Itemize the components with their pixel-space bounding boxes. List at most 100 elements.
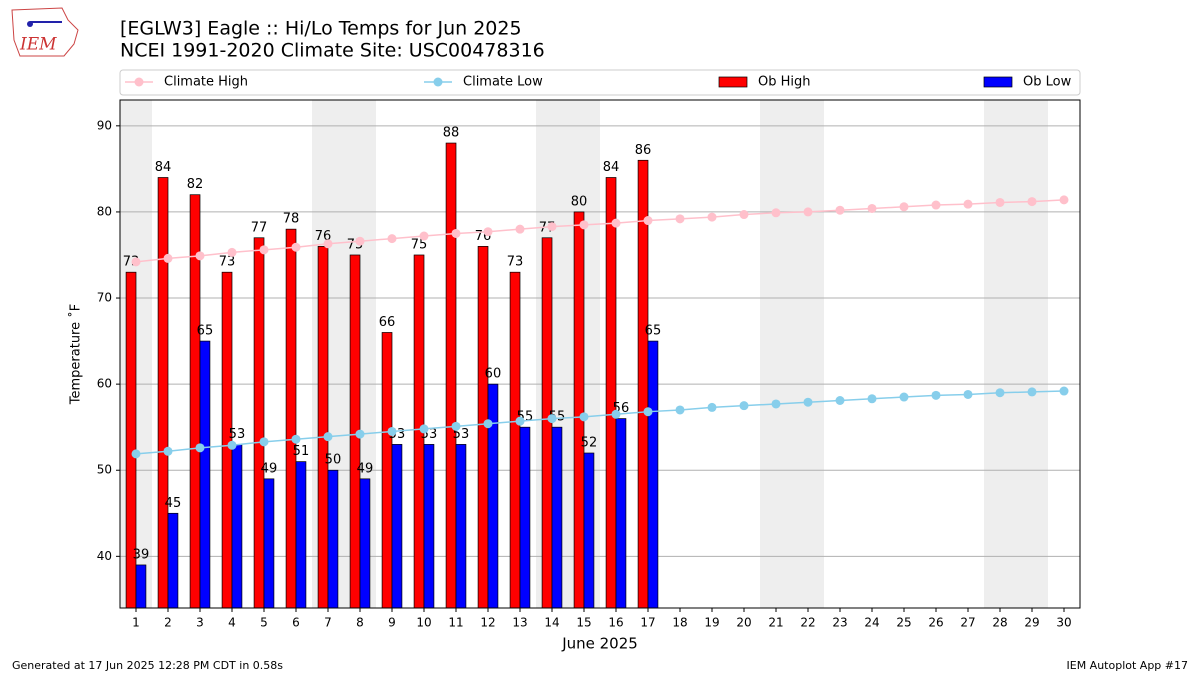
y-tick-label: 80 <box>97 204 112 218</box>
x-axis-label: June 2025 <box>561 635 638 653</box>
bar-value-label: 65 <box>645 324 662 339</box>
climate-point <box>355 236 365 246</box>
legend-label: Ob High <box>758 75 811 90</box>
bar-value-label: 86 <box>635 143 652 158</box>
bar <box>509 271 521 609</box>
x-tick-label: 30 <box>1056 616 1071 630</box>
x-tick-label: 10 <box>416 616 431 630</box>
climate-point <box>515 416 525 426</box>
climate-point <box>739 210 749 220</box>
y-tick-label: 70 <box>97 291 112 305</box>
bar <box>637 159 649 609</box>
x-tick-label: 20 <box>736 616 751 630</box>
climate-point <box>259 245 269 255</box>
bar-value-label: 60 <box>485 367 502 382</box>
x-tick-label: 24 <box>864 616 879 630</box>
climate-point <box>899 202 909 212</box>
climate-point <box>291 434 301 444</box>
climate-point <box>483 419 493 429</box>
x-tick-label: 14 <box>544 616 559 630</box>
x-tick-label: 18 <box>672 616 687 630</box>
bar-value-label: 52 <box>581 436 598 451</box>
bar <box>231 444 243 609</box>
x-tick-label: 17 <box>640 616 655 630</box>
legend-marker <box>433 77 443 87</box>
climate-point <box>227 440 237 450</box>
climate-point <box>419 424 429 434</box>
climate-point <box>195 443 205 453</box>
climate-point <box>451 228 461 238</box>
bar-value-label: 73 <box>219 255 236 270</box>
climate-point <box>707 212 717 222</box>
bar-value-label: 77 <box>251 220 268 235</box>
bar-value-label: 45 <box>165 496 182 511</box>
bar-value-label: 53 <box>229 427 246 442</box>
legend-marker <box>134 77 144 87</box>
climate-point <box>1059 195 1069 205</box>
bar <box>573 211 585 609</box>
bar <box>317 246 329 609</box>
climate-point <box>195 251 205 261</box>
climate-point <box>931 390 941 400</box>
x-tick-label: 28 <box>992 616 1007 630</box>
chart-title: [EGLW3] Eagle :: Hi/Lo Temps for Jun 202… <box>120 18 522 40</box>
legend-label: Ob Low <box>1023 75 1072 90</box>
x-tick-label: 22 <box>800 616 815 630</box>
bar <box>381 332 393 609</box>
weekend-band <box>984 100 1048 608</box>
climate-point <box>739 401 749 411</box>
bar <box>135 564 147 609</box>
bar <box>199 340 211 609</box>
x-tick-label: 26 <box>928 616 943 630</box>
bar <box>615 418 627 609</box>
x-tick-label: 1 <box>132 616 140 630</box>
x-tick-label: 19 <box>704 616 719 630</box>
footer-left: Generated at 17 Jun 2025 12:28 PM CDT in… <box>12 659 283 672</box>
x-tick-label: 11 <box>448 616 463 630</box>
climate-point <box>867 203 877 213</box>
climate-point <box>963 199 973 209</box>
x-tick-label: 9 <box>388 616 396 630</box>
x-tick-label: 29 <box>1024 616 1039 630</box>
bar <box>285 228 297 609</box>
bar <box>157 177 169 609</box>
legend-label: Climate Low <box>463 75 543 90</box>
y-tick-label: 50 <box>97 463 112 477</box>
bar <box>445 142 457 609</box>
y-tick-label: 60 <box>97 377 112 391</box>
climate-point <box>579 220 589 230</box>
x-tick-label: 16 <box>608 616 623 630</box>
x-tick-label: 12 <box>480 616 495 630</box>
climate-point <box>451 421 461 431</box>
weekend-band <box>760 100 824 608</box>
bar-value-label: 39 <box>133 547 150 562</box>
climate-point <box>867 394 877 404</box>
climate-point <box>483 227 493 237</box>
climate-point <box>323 239 333 249</box>
climate-point <box>931 200 941 210</box>
bar <box>605 177 617 609</box>
bar-value-label: 50 <box>325 453 342 468</box>
bar <box>253 237 265 609</box>
climate-point <box>771 399 781 409</box>
climate-line <box>135 199 1065 263</box>
climate-point <box>227 247 237 257</box>
climate-point <box>675 405 685 415</box>
bar <box>263 478 275 609</box>
climate-point <box>1027 387 1037 397</box>
x-tick-label: 21 <box>768 616 783 630</box>
x-tick-label: 7 <box>324 616 332 630</box>
bar <box>167 512 179 609</box>
bar-value-label: 80 <box>571 194 588 209</box>
climate-point <box>835 395 845 405</box>
bar-value-label: 65 <box>197 324 214 339</box>
climate-point <box>163 446 173 456</box>
bar <box>295 461 307 609</box>
legend-swatch <box>983 76 1013 88</box>
climate-line <box>135 390 1065 455</box>
legend-label: Climate High <box>164 75 248 90</box>
climate-point <box>323 432 333 442</box>
climate-point <box>643 216 653 226</box>
bar <box>327 469 339 609</box>
